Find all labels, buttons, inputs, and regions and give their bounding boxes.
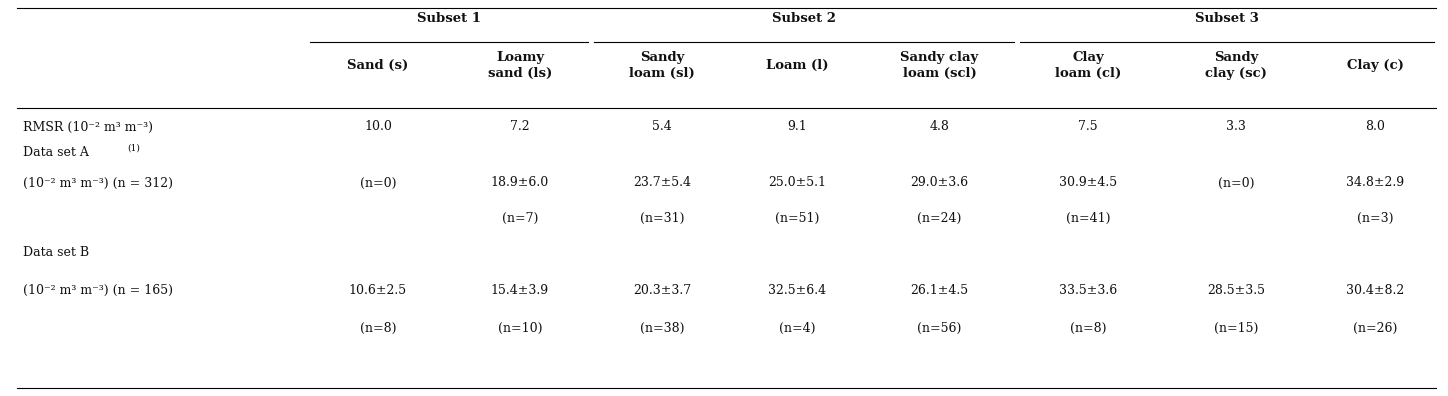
- Text: (n=24): (n=24): [917, 211, 961, 225]
- Text: 29.0±3.6: 29.0±3.6: [911, 177, 969, 190]
- Text: 7.5: 7.5: [1079, 120, 1098, 133]
- Text: 23.7±5.4: 23.7±5.4: [633, 177, 691, 190]
- Text: (n=10): (n=10): [498, 322, 542, 335]
- Text: 26.1±4.5: 26.1±4.5: [911, 284, 969, 297]
- Text: (n=26): (n=26): [1352, 322, 1397, 335]
- Text: (n=41): (n=41): [1066, 211, 1111, 225]
- Text: (10⁻² m³ m⁻³) (n = 312): (10⁻² m³ m⁻³) (n = 312): [23, 177, 174, 190]
- Text: Clay (c): Clay (c): [1347, 59, 1403, 72]
- Text: 7.2: 7.2: [510, 120, 530, 133]
- Text: (n=0): (n=0): [1218, 177, 1254, 190]
- Text: 18.9±6.0: 18.9±6.0: [491, 177, 549, 190]
- Text: (n=56): (n=56): [917, 322, 961, 335]
- Text: Sandy clay
loam (scl): Sandy clay loam (scl): [901, 51, 979, 80]
- Text: 25.0±5.1: 25.0±5.1: [769, 177, 827, 190]
- Text: 33.5±3.6: 33.5±3.6: [1058, 284, 1116, 297]
- Text: Sand (s): Sand (s): [348, 59, 408, 72]
- Text: (n=31): (n=31): [640, 211, 685, 225]
- Text: 34.8±2.9: 34.8±2.9: [1347, 177, 1405, 190]
- Text: 15.4±3.9: 15.4±3.9: [491, 284, 549, 297]
- Text: (10⁻² m³ m⁻³) (n = 165): (10⁻² m³ m⁻³) (n = 165): [23, 284, 174, 297]
- Text: Loamy
sand (ls): Loamy sand (ls): [488, 51, 552, 80]
- Text: (n=51): (n=51): [775, 211, 820, 225]
- Text: (n=7): (n=7): [502, 211, 539, 225]
- Text: Subset 3: Subset 3: [1195, 11, 1258, 25]
- Text: (1): (1): [127, 144, 140, 153]
- Text: (n=3): (n=3): [1357, 211, 1393, 225]
- Text: (n=38): (n=38): [640, 322, 685, 335]
- Text: 9.1: 9.1: [788, 120, 808, 133]
- Text: Sandy
loam (sl): Sandy loam (sl): [628, 51, 695, 80]
- Text: 30.9±4.5: 30.9±4.5: [1058, 177, 1116, 190]
- Text: 32.5±6.4: 32.5±6.4: [769, 284, 827, 297]
- Text: Subset 1: Subset 1: [417, 11, 481, 25]
- Text: 28.5±3.5: 28.5±3.5: [1208, 284, 1266, 297]
- Text: RMSR (10⁻² m³ m⁻³): RMSR (10⁻² m³ m⁻³): [23, 120, 153, 133]
- Text: (n=8): (n=8): [359, 322, 397, 335]
- Text: Sandy
clay (sc): Sandy clay (sc): [1205, 51, 1267, 80]
- Text: Data set B: Data set B: [23, 246, 90, 259]
- Text: 8.0: 8.0: [1365, 120, 1386, 133]
- Text: (n=0): (n=0): [359, 177, 397, 190]
- Text: 4.8: 4.8: [930, 120, 950, 133]
- Text: (n=15): (n=15): [1215, 322, 1258, 335]
- Text: Subset 2: Subset 2: [772, 11, 835, 25]
- Text: Data set A: Data set A: [23, 147, 88, 160]
- Text: 5.4: 5.4: [652, 120, 672, 133]
- Text: Clay
loam (cl): Clay loam (cl): [1054, 51, 1121, 80]
- Text: (n=8): (n=8): [1070, 322, 1106, 335]
- Text: 10.0: 10.0: [363, 120, 392, 133]
- Text: 3.3: 3.3: [1226, 120, 1247, 133]
- Text: 20.3±3.7: 20.3±3.7: [633, 284, 691, 297]
- Text: 10.6±2.5: 10.6±2.5: [349, 284, 407, 297]
- Text: Loam (l): Loam (l): [766, 59, 828, 72]
- Text: 30.4±8.2: 30.4±8.2: [1347, 284, 1405, 297]
- Text: (n=4): (n=4): [779, 322, 815, 335]
